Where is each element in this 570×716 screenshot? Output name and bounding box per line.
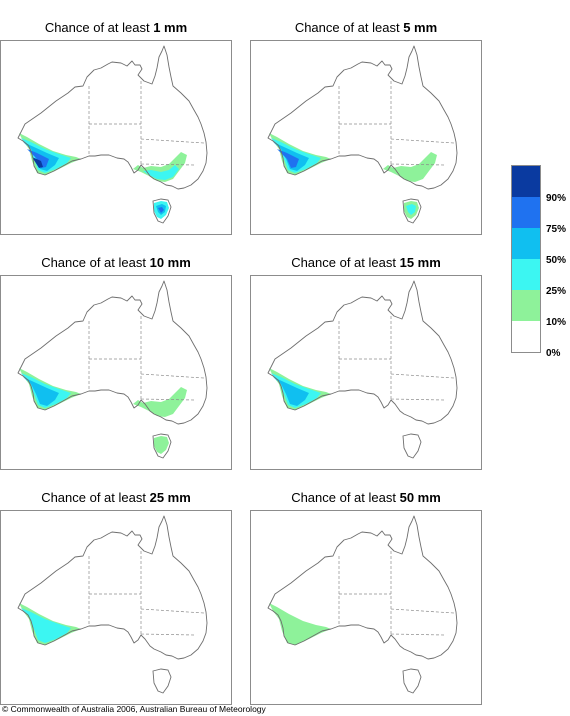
rainfall-band-tas-cyan: [406, 204, 416, 215]
copyright-notice: © Commonwealth of Australia 2006, Austra…: [2, 704, 266, 714]
rainfall-band-light-blue: [273, 377, 309, 406]
coastline: [17, 280, 208, 425]
tasmania-outline: [402, 433, 422, 459]
probability-legend: [511, 165, 541, 353]
state-borders: [338, 81, 455, 166]
legend-label: 0%: [546, 348, 561, 359]
legend-swatch-light-blue: [512, 228, 540, 259]
legend-swatch-dark-blue: [512, 166, 540, 197]
legend-label: 75%: [546, 224, 567, 235]
panel-title-prefix: Chance of at least: [291, 490, 400, 505]
australia-map: [0, 40, 232, 235]
panel-title: Chance of at least 1 mm: [0, 20, 232, 36]
coastline: [267, 515, 458, 660]
state-borders: [88, 81, 205, 166]
coastline: [267, 280, 458, 425]
panel-title: Chance of at least 10 mm: [0, 255, 232, 271]
legend-label: 50%: [546, 255, 567, 266]
rainfall-band-light-blue: [23, 377, 59, 406]
panel-title: Chance of at least 5 mm: [250, 20, 482, 36]
rainfall-band-cyan: [21, 608, 71, 643]
map-svg: [17, 280, 208, 459]
panel-title: Chance of at least 15 mm: [250, 255, 482, 271]
panel-title: Chance of at least 25 mm: [0, 490, 232, 506]
panel-title: Chance of at least 50 mm: [250, 490, 482, 506]
panel-title-amount: 1 mm: [153, 20, 188, 35]
australia-map: [250, 275, 482, 470]
map-svg: [267, 280, 458, 459]
state-borders: [88, 316, 205, 401]
tasmania-outline: [152, 433, 172, 459]
rainfall-band-east-green: [133, 387, 187, 417]
rainfall-band-blue: [27, 149, 49, 168]
map-svg: [17, 515, 208, 694]
tasmania-outline: [402, 668, 422, 694]
australia-map: [250, 40, 482, 235]
state-borders: [338, 551, 455, 636]
legend-label: 10%: [546, 317, 567, 328]
state-borders: [88, 551, 205, 636]
rainfall-band-blue: [277, 149, 299, 168]
panel-title-amount: 25 mm: [149, 490, 191, 505]
coastline: [17, 515, 208, 660]
panel-title-prefix: Chance of at least: [41, 255, 150, 270]
rainfall-band-dark-blue: [32, 157, 43, 168]
panel-title-prefix: Chance of at least: [41, 490, 150, 505]
rainfall-band-east-cyan: [143, 165, 179, 180]
panel-title-prefix: Chance of at least: [291, 255, 400, 270]
map-svg: [17, 45, 208, 224]
panel-title-amount: 50 mm: [399, 490, 441, 505]
rainfall-band-east-green: [383, 152, 437, 182]
legend-label: 90%: [546, 193, 567, 204]
panel-title-amount: 5 mm: [403, 20, 438, 35]
rainfall-band-tas-blue: [158, 207, 164, 213]
panel-title-prefix: Chance of at least: [294, 20, 404, 35]
legend-swatch-blue: [512, 197, 540, 228]
legend-swatch-white: [512, 321, 540, 352]
australia-map: [0, 510, 232, 705]
australia-map: [250, 510, 482, 705]
panel-title-prefix: Chance of at least: [44, 20, 154, 35]
australia-map: [0, 275, 232, 470]
coastline: [17, 45, 208, 190]
tasmania-outline: [402, 198, 422, 224]
tasmania-outline: [152, 668, 172, 694]
legend-label: 25%: [546, 286, 567, 297]
rainfall-band-tas-green: [154, 436, 169, 454]
legend-swatch-cyan: [512, 259, 540, 290]
map-svg: [267, 515, 458, 694]
legend-swatch-green: [512, 290, 540, 321]
state-borders: [338, 316, 455, 401]
panel-title-amount: 10 mm: [149, 255, 191, 270]
coastline: [267, 45, 458, 190]
tasmania-outline: [152, 198, 172, 224]
map-svg: [267, 45, 458, 224]
panel-title-amount: 15 mm: [399, 255, 441, 270]
rainfall-band-green: [269, 603, 331, 645]
